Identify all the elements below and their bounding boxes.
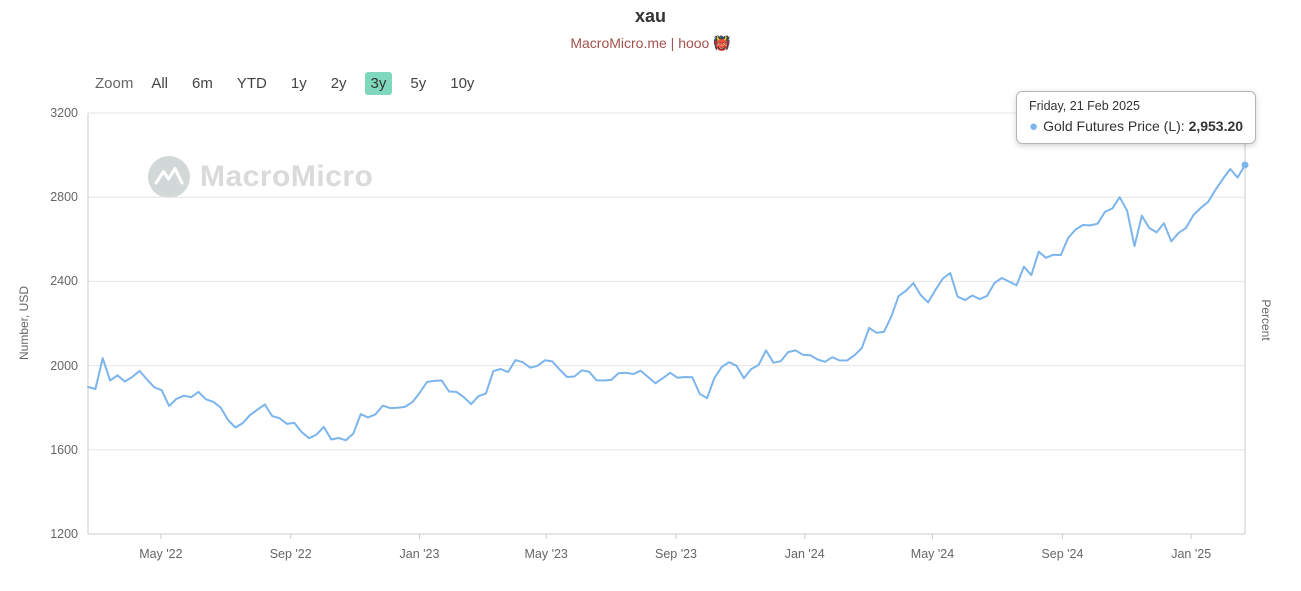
watermark: MacroMicro (148, 156, 373, 198)
chart-title: xau (634, 6, 667, 26)
y-axis-tick-label: 2000 (50, 358, 78, 373)
zoom-button-all[interactable]: All (151, 75, 169, 92)
y-axis-tick-label: 2800 (50, 190, 78, 205)
zoom-button-ytd[interactable]: YTD (236, 75, 267, 92)
tooltip-date: Friday, 21 Feb 2025 (1029, 99, 1140, 113)
zoom-button-6m[interactable]: 6m (192, 75, 213, 92)
x-axis-tick-label: Jan '25 (1171, 547, 1212, 561)
y-axis-title-left: Number, USD (17, 285, 31, 361)
zoom-button-3y[interactable]: 3y (364, 72, 393, 95)
y-axis-title-right: Percent (1259, 299, 1273, 341)
tooltip-series-label: Gold Futures Price (L): (1043, 118, 1185, 134)
zoom-button-2y[interactable]: 2y (330, 75, 347, 92)
x-axis-tick-label: Sep '24 (1041, 547, 1084, 561)
tooltip: Friday, 21 Feb 2025 ● Gold Futures Price … (1016, 91, 1257, 144)
y-axis-tick-label: 3200 (50, 106, 78, 120)
watermark-text: MacroMicro (200, 160, 374, 193)
y-axis-tick-label: 1600 (50, 442, 78, 457)
zoom-button-10y[interactable]: 10y (450, 75, 475, 92)
x-axis-tick-label: Sep '22 (269, 547, 312, 561)
tooltip-value: 2,953.20 (1188, 118, 1244, 134)
x-axis-tick-label: Jan '24 (784, 547, 825, 561)
zoom-button-5y[interactable]: 5y (410, 75, 427, 92)
tooltip-series-row: ● Gold Futures Price (L): 2,953.20 (1029, 118, 1243, 135)
y-axis-tick-label: 2400 (50, 274, 78, 289)
x-axis-tick-label: May '24 (910, 547, 955, 561)
series-marker-icon: ● (1029, 118, 1039, 135)
last-point-marker (1241, 161, 1249, 169)
x-axis-tick-label: Sep '23 (654, 547, 697, 561)
price-line (87, 164, 1246, 442)
zoom-label: Zoom (95, 75, 134, 92)
x-axis-tick-label: Jan '23 (399, 547, 440, 561)
x-axis-tick-label: May '22 (139, 547, 183, 561)
zoom-button-1y[interactable]: 1y (290, 75, 307, 92)
chart-subtitle: MacroMicro.me | hooo 👹 (570, 35, 731, 51)
macromicro-logo-icon (148, 156, 190, 198)
y-axis-tick-label: 1200 (50, 527, 78, 541)
x-axis-tick-label: May '23 (524, 547, 568, 561)
zoom-range-bar: Zoom All 6m YTD 1y 2y 3y 5y 10y (95, 72, 480, 95)
